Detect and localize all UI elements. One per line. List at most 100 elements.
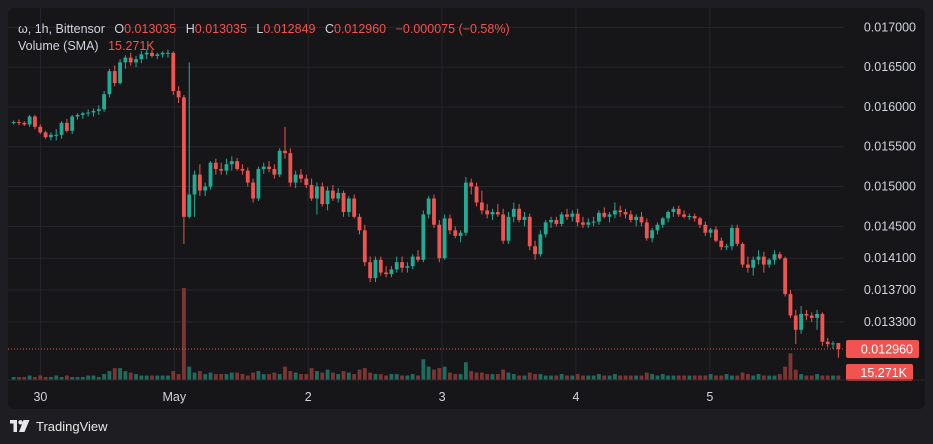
time-axis: 2 3 4 5 30 May [8,379,925,404]
candle-body [341,192,346,213]
volume-bar [783,366,788,380]
candle-body [761,256,766,265]
candle-body [676,208,681,215]
candle-body [203,186,208,191]
volume-bar [123,371,128,380]
candle-body [698,218,702,225]
candle-body [692,216,697,219]
candle-body [804,313,809,316]
volume-bar [777,374,782,380]
candle-body [400,262,404,268]
candle-body [570,213,575,217]
candle-body [229,161,234,165]
candle-body [389,269,394,275]
volume-bar [357,369,362,380]
volume-bar [240,374,245,380]
branding[interactable]: TradingView [10,415,108,437]
candle-body [128,57,133,63]
volume-bar [687,375,692,380]
candle-body [506,216,511,241]
candle-body [490,212,495,215]
candle-body [166,52,170,54]
candle-body [75,114,80,117]
volume-bar [511,374,516,380]
volume-bar [586,375,591,380]
volume-bar [293,372,298,380]
low-value: 0.012849 [263,22,316,36]
volume-bar [644,372,649,380]
volume-bar [352,374,357,380]
time-tick-label: May [162,390,186,404]
candle-body [623,212,628,215]
candle-body [793,315,798,330]
volume-bar [341,371,346,380]
candle-body [495,212,500,215]
volume-bar [229,372,234,380]
volume-bar [836,375,841,380]
volume-bar [831,375,835,380]
candle-body [208,162,213,187]
volume-bar [623,375,628,380]
candle-body [320,186,325,205]
volume-bar [554,375,559,380]
volume-bar [224,374,229,380]
candle-body [187,194,192,217]
volume-bar [538,374,543,380]
price-tick-label: 0.015000 [864,180,916,194]
candle-body [618,210,623,213]
volume-bar [453,374,458,380]
price-tick-label: 0.013700 [864,283,916,297]
candle-body [283,150,287,154]
time-tick-label: 5 [706,390,713,404]
candle-body [549,219,553,223]
time-tick-label: 3 [439,390,446,404]
candle-body [373,259,378,279]
candle-body [756,256,761,260]
candle-body [315,186,319,199]
candle-body [432,198,436,225]
candle-body [730,227,734,247]
volume-bar [378,374,383,380]
volume-bar [256,371,261,380]
candle-body [831,343,835,345]
candle-body [139,54,144,60]
candlestick-chart[interactable]: 0.017000 0.016500 0.016000 0.015500 0.015000… [8,8,925,409]
candle-body [17,122,21,124]
volume-bar [325,369,330,380]
candle-body [299,174,303,179]
volume-bar [362,368,367,380]
volume-bar [118,368,122,380]
candle-body [48,134,53,138]
chart-panel[interactable]: 0.017000 0.016500 0.016000 0.015500 0.015000… [8,8,925,409]
candle-body [708,229,713,233]
volume-bar [144,375,149,380]
candle-body [219,169,224,171]
candle-body [378,259,383,273]
volume-bar [330,372,335,380]
high-value: 0.013035 [194,22,247,36]
volume-label[interactable]: Volume (SMA) [18,39,99,53]
volume-bar [22,377,27,380]
volume-bar [543,375,548,380]
candle-body [543,222,548,235]
volume-bar [304,374,309,380]
candle-body [527,216,532,247]
candle-body [777,254,782,259]
candle-body [304,178,309,185]
volume-bar [368,372,373,380]
volume-bar [591,375,596,380]
price-tick-label: 0.013300 [864,315,916,329]
volume-bar [54,375,59,380]
volume-bar [703,375,708,380]
symbol-label[interactable]: ω, 1h, Bittensor [18,22,105,36]
volume-bar [261,374,266,380]
candle-body [118,62,122,84]
candle-body [671,208,676,213]
candle-body [533,246,537,255]
volume-bar [299,374,303,380]
volume-bar [575,374,580,380]
high-label: H [185,22,195,36]
volume-bar [437,368,442,380]
volume-bar [283,366,287,380]
volume-bar [43,377,48,380]
